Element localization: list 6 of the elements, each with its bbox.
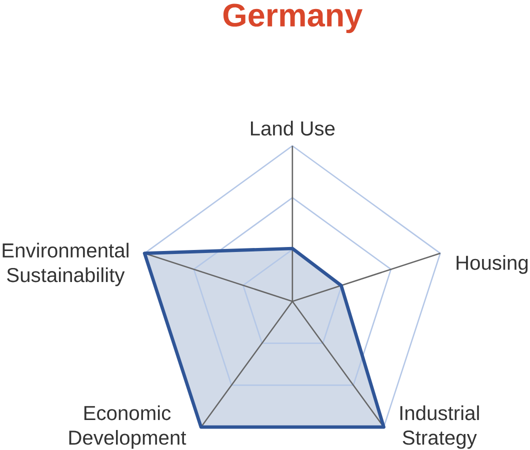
spoke-label: Environmental Sustainability — [2, 242, 128, 286]
spoke-label: Economic Development — [69, 405, 186, 449]
spoke-label: Land Use — [250, 120, 335, 136]
chart-title: Germany — [223, 4, 363, 34]
spoke-label: Industrial Strategy — [400, 405, 479, 449]
spoke-label: Housing — [456, 255, 528, 274]
